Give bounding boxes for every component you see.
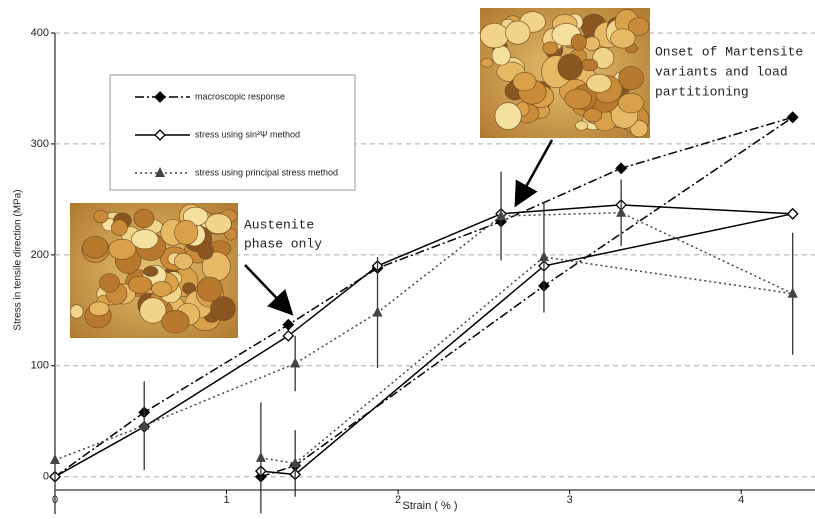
point <box>373 307 383 317</box>
point <box>616 207 626 217</box>
grain <box>128 276 152 293</box>
x-tick-label: 1 <box>223 494 229 506</box>
grain <box>131 230 158 249</box>
point <box>256 452 266 462</box>
x-tick-label: 3 <box>567 494 573 506</box>
point <box>50 454 60 464</box>
y-tick-label: 300 <box>31 138 49 150</box>
point <box>616 163 626 173</box>
legend-label: macroscopic response <box>195 91 285 101</box>
chart: 010020030040001234 macroscopic responses… <box>0 0 815 514</box>
y-tick-label: 400 <box>31 27 49 39</box>
micrograph <box>480 8 650 138</box>
grain <box>571 34 586 50</box>
grain <box>584 108 602 121</box>
grain <box>480 23 509 48</box>
grain <box>134 209 154 228</box>
legend-label: stress using sin²Ψ method <box>195 129 300 139</box>
grain <box>611 29 635 48</box>
legend-label: stress using principal stress method <box>195 167 338 177</box>
annotation: partitioning <box>655 84 749 99</box>
point <box>788 209 798 219</box>
annotation: Onset of Martensite <box>655 44 803 59</box>
y-axis-label: Stress in tensile direction (MPa) <box>13 189 24 330</box>
point <box>539 251 549 261</box>
x-tick-label: 4 <box>738 494 744 506</box>
grain <box>175 220 198 244</box>
legend: macroscopic response stress using sin²Ψ m… <box>110 75 355 190</box>
grain <box>481 58 493 67</box>
annotation: phase only <box>244 236 322 251</box>
grain <box>581 59 597 71</box>
grain <box>100 274 120 293</box>
grain <box>565 89 592 109</box>
grain <box>543 42 558 55</box>
grain <box>83 236 108 258</box>
grain <box>152 282 172 297</box>
x-tick-label: 2 <box>395 494 401 506</box>
grain <box>575 121 587 130</box>
point <box>283 320 293 330</box>
y-tick-label: 200 <box>31 249 49 261</box>
y-tick-label: 100 <box>31 360 49 372</box>
grain <box>144 266 158 276</box>
grain <box>206 214 232 234</box>
grain <box>162 310 190 333</box>
y-tick-label: 0 <box>43 471 49 483</box>
grain <box>197 277 222 301</box>
grain <box>89 302 109 316</box>
grain <box>618 93 643 113</box>
x-axis-label: Strain ( % ) <box>402 500 457 512</box>
arrow <box>517 140 552 203</box>
grain <box>492 46 510 65</box>
arrow <box>245 265 290 312</box>
annotation: variants and load <box>655 64 788 79</box>
point <box>788 112 798 122</box>
grain <box>558 54 583 80</box>
grain <box>619 66 644 89</box>
grain <box>513 72 536 90</box>
grain <box>70 305 83 319</box>
annotation: Austenite <box>244 217 314 232</box>
grain <box>198 243 213 260</box>
micrograph <box>70 203 238 338</box>
grain <box>94 210 108 223</box>
grain <box>174 253 192 269</box>
grain <box>505 21 530 44</box>
grain <box>495 103 521 130</box>
point <box>290 358 300 368</box>
grain <box>111 220 127 236</box>
grain <box>587 74 612 92</box>
